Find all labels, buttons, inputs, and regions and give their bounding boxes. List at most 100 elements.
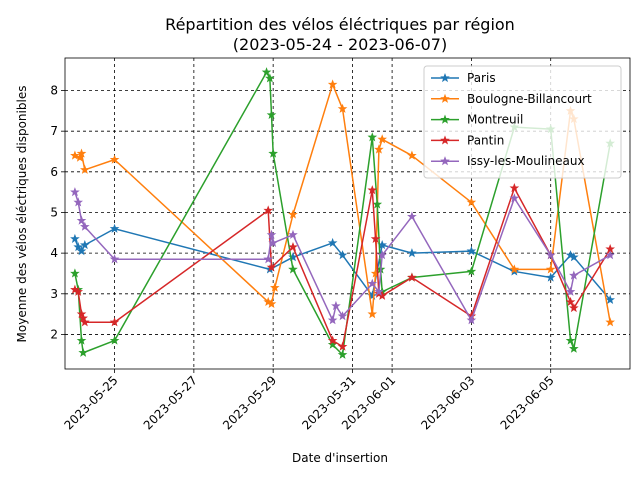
data-point (109, 223, 120, 233)
data-point (109, 154, 120, 164)
legend-item: Paris (431, 71, 496, 85)
data-point (565, 296, 576, 307)
data-point (509, 183, 520, 193)
x-tick-label: 2023-05-25 (61, 373, 120, 432)
legend-item: Montreuil (431, 113, 523, 127)
data-point (266, 229, 277, 239)
data-point (377, 134, 388, 144)
data-point (288, 241, 298, 252)
data-point (370, 233, 381, 244)
data-point (374, 286, 384, 296)
data-point (78, 347, 88, 357)
chart-title: Répartition des vélos éléctriques par ré… (165, 15, 515, 34)
series-line (74, 228, 611, 301)
series-line (74, 191, 611, 321)
x-tick-label: 2023-05-27 (141, 373, 200, 432)
data-point (268, 148, 278, 158)
data-point (261, 67, 272, 77)
series-line (74, 83, 611, 323)
data-point (80, 164, 90, 174)
data-point (70, 150, 80, 160)
data-point (331, 300, 341, 311)
data-point (337, 349, 348, 359)
data-point (109, 317, 120, 327)
data-point (76, 335, 87, 345)
y-tick-label: 8 (50, 84, 58, 98)
legend-item: Boulogne-Billancourt (431, 92, 592, 106)
data-point (407, 248, 417, 258)
data-point (327, 79, 338, 89)
data-point (78, 313, 88, 323)
data-point (569, 343, 579, 353)
data-point (337, 103, 348, 113)
data-point (367, 278, 378, 288)
data-point (569, 270, 579, 280)
series-3 (70, 183, 615, 351)
data-point (76, 215, 87, 225)
data-point (266, 298, 277, 309)
data-point (367, 132, 378, 142)
chart-subtitle: (2023-05-24 - 2023-06-07) (233, 35, 447, 54)
data-point (80, 317, 90, 327)
data-point (76, 309, 87, 319)
data-point (377, 250, 388, 260)
data-point (377, 290, 388, 300)
data-point (545, 272, 556, 282)
y-axis-label: Moyenne des vélos éléctriques disponible… (15, 86, 29, 343)
x-tick-label: 2023-06-03 (418, 373, 477, 432)
data-point (70, 233, 80, 244)
data-point (337, 311, 348, 321)
data-point (327, 335, 338, 345)
legend: Paris Boulogne-Billancourt Montreuil Pantin… (423, 65, 622, 179)
x-axis-label: Date d'insertion (292, 451, 388, 465)
data-point (605, 317, 615, 327)
data-point (407, 272, 417, 282)
data-point (288, 229, 298, 239)
data-point (268, 237, 278, 248)
data-point (76, 148, 87, 158)
legend-label: Pantin (467, 133, 504, 147)
data-point (73, 197, 84, 207)
y-tick-label: 3 (50, 287, 58, 301)
data-point (509, 264, 520, 274)
data-point (288, 209, 298, 219)
series-0 (70, 223, 615, 304)
data-point (337, 341, 348, 351)
data-point (109, 335, 120, 345)
data-point (367, 185, 378, 195)
data-point (73, 286, 84, 296)
legend-label: Montreuil (467, 113, 523, 127)
data-point (466, 246, 477, 256)
data-point (70, 187, 80, 197)
data-point (545, 264, 556, 274)
data-point (466, 315, 477, 325)
data-point (73, 241, 84, 252)
y-tick-label: 2 (50, 327, 58, 341)
data-point (372, 199, 383, 209)
data-point (545, 250, 556, 260)
y-tick-label: 7 (50, 124, 58, 138)
legend-star-icon (440, 114, 450, 124)
data-point (466, 197, 477, 207)
data-point (263, 205, 274, 215)
legend-star-icon (440, 93, 450, 103)
data-point (374, 144, 384, 154)
x-tick-label: 2023-06-05 (498, 373, 557, 432)
y-tick-label: 5 (50, 205, 58, 219)
data-point (509, 193, 520, 203)
plot-frame (64, 57, 631, 370)
data-point (70, 268, 80, 278)
data-point (327, 315, 338, 325)
legend-item: Pantin (431, 133, 504, 147)
data-point (565, 335, 576, 345)
data-point (407, 211, 417, 221)
legend-item: Issy-les-Moulineaux (431, 154, 585, 168)
data-point (565, 286, 576, 296)
data-point (367, 309, 378, 319)
data-point (407, 150, 417, 160)
data-point (263, 254, 274, 264)
data-point (569, 302, 579, 313)
legend-star-icon (440, 135, 450, 145)
